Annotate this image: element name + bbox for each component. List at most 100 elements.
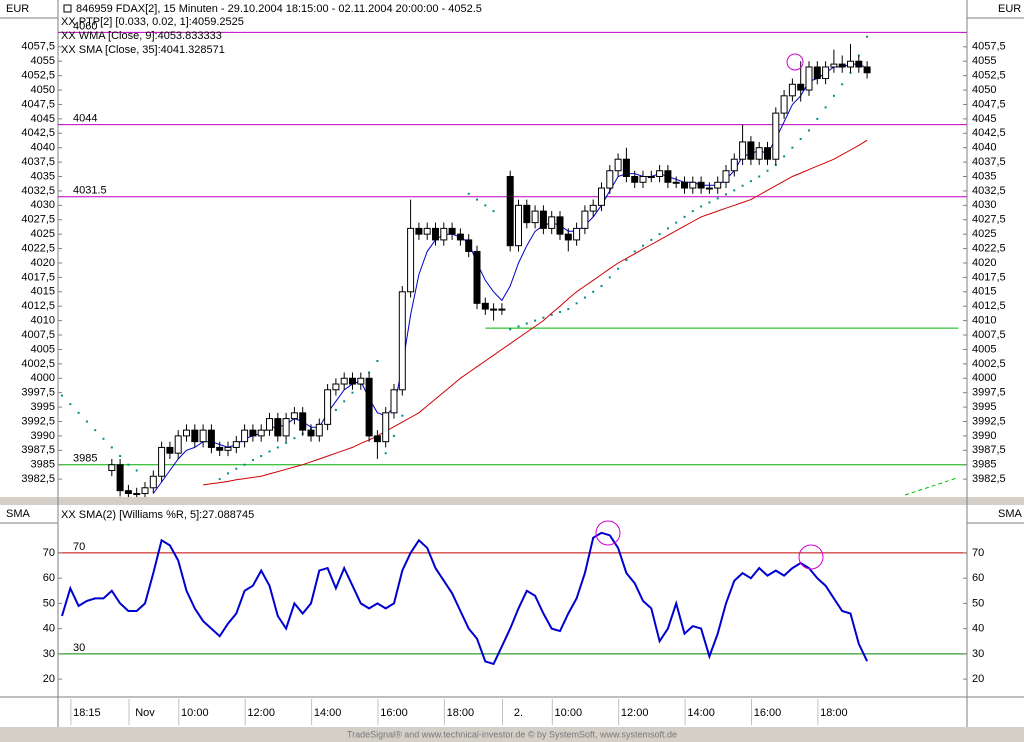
candle-body xyxy=(183,429,190,437)
sar-dot xyxy=(276,446,279,449)
candle-body xyxy=(249,429,257,437)
y-tick-label: 4027,5 xyxy=(21,214,55,226)
candle-body xyxy=(432,227,439,241)
candle-body xyxy=(539,210,547,229)
sar-dot xyxy=(766,169,769,172)
sar-dot xyxy=(268,450,271,453)
sar-dot xyxy=(542,316,545,319)
candle-body xyxy=(822,66,830,80)
candle-body xyxy=(606,170,614,189)
sar-dot xyxy=(816,117,819,120)
x-tick-label: 18:15 xyxy=(73,707,101,719)
sar-dot xyxy=(334,408,337,411)
sar-dot xyxy=(243,463,246,466)
sar-dot xyxy=(227,472,229,475)
y-tick-label: 4040 xyxy=(972,142,996,154)
candle-body xyxy=(332,383,340,391)
y-tick-label: 4035 xyxy=(972,170,996,182)
candle-body xyxy=(440,227,448,241)
candle-body xyxy=(382,412,390,443)
candle-body xyxy=(315,423,323,437)
y-tick-label: 4012,5 xyxy=(21,300,55,312)
y-tick-label: 3982,5 xyxy=(972,473,1006,485)
sar-dot xyxy=(824,106,827,109)
candle-body xyxy=(506,176,514,247)
candle-body xyxy=(797,83,805,91)
candle-body xyxy=(722,170,730,183)
sar-dot xyxy=(94,429,97,432)
candle-body xyxy=(813,66,821,80)
candle-body xyxy=(747,141,755,160)
y-tick-label: 4055 xyxy=(972,55,996,67)
y-tick-label: 4037,5 xyxy=(972,156,1006,168)
candle-body xyxy=(515,204,522,247)
y-tick-label: 4057,5 xyxy=(972,41,1006,53)
y-tick-label: 20 xyxy=(972,673,984,685)
sar-dot xyxy=(119,455,122,458)
y-tick-label: 70 xyxy=(43,547,55,559)
sar-dot xyxy=(218,478,221,481)
candle-body xyxy=(357,377,365,385)
candle-body xyxy=(415,227,423,235)
candle-body xyxy=(324,389,332,425)
sar-dot xyxy=(376,359,379,362)
y-tick-label: 4045 xyxy=(972,113,996,125)
y-tick-label: 4022,5 xyxy=(972,242,1006,254)
y-tick-label: 4032,5 xyxy=(972,185,1006,197)
candle-body xyxy=(714,181,722,189)
sar-dot xyxy=(799,138,802,141)
y-tick-label: 3990 xyxy=(972,430,996,442)
candle-body xyxy=(423,227,431,235)
sar-dot xyxy=(866,35,869,38)
sar-dot xyxy=(592,290,595,293)
sar-dot xyxy=(608,276,611,279)
sar-dot xyxy=(583,296,586,299)
sar-dot xyxy=(625,259,628,262)
sar-dot xyxy=(135,469,138,472)
sar-dot xyxy=(492,210,495,213)
x-tick-label: 16:00 xyxy=(380,707,408,719)
y-tick-label: 4020 xyxy=(972,257,996,269)
level-label: 3985 xyxy=(73,453,97,465)
sar-dot xyxy=(517,325,520,328)
y-tick-label: 4002,5 xyxy=(972,358,1006,370)
candle-body xyxy=(274,418,282,437)
y-tick-label: 4042,5 xyxy=(972,127,1006,139)
x-tick-label: 14:00 xyxy=(314,707,342,719)
x-tick-label: 14:00 xyxy=(687,707,715,719)
candle-body xyxy=(697,181,705,189)
candle-body xyxy=(116,464,124,492)
unit-label: SMA xyxy=(6,508,31,520)
y-tick-label: 4025 xyxy=(972,228,996,240)
candle-body xyxy=(398,291,406,391)
y-tick-label: 40 xyxy=(43,623,55,635)
footer-text: TradeSignal® and www.technical-investor.… xyxy=(347,729,677,739)
y-tick-label: 3985 xyxy=(31,459,55,471)
y-tick-label: 4030 xyxy=(972,199,996,211)
price-plot xyxy=(58,31,967,497)
candle-body xyxy=(490,308,498,311)
level-label: 30 xyxy=(73,642,85,654)
background xyxy=(0,0,1024,727)
candle-body xyxy=(174,435,182,454)
candle-body xyxy=(847,60,854,68)
sar-dot xyxy=(285,441,288,444)
x-tick-label: 10:00 xyxy=(555,707,583,719)
y-tick-label: 3992,5 xyxy=(972,415,1006,427)
candle-body xyxy=(689,181,697,189)
candle-body xyxy=(340,377,348,385)
y-tick-label: 4047,5 xyxy=(21,98,55,110)
sar-dot xyxy=(476,198,478,201)
y-tick-label: 4052,5 xyxy=(972,70,1006,82)
candle-body xyxy=(631,176,639,183)
y-tick-label: 40 xyxy=(972,623,984,635)
y-tick-label: 4055 xyxy=(31,55,55,67)
y-tick-label: 4000 xyxy=(972,372,996,384)
sar-dot xyxy=(783,155,786,158)
sar-dot xyxy=(293,437,296,440)
candle-body xyxy=(548,216,556,229)
unit-label: EUR xyxy=(6,3,29,15)
candle-body xyxy=(232,441,240,448)
candle-body xyxy=(830,63,838,68)
candle-body xyxy=(456,233,464,241)
